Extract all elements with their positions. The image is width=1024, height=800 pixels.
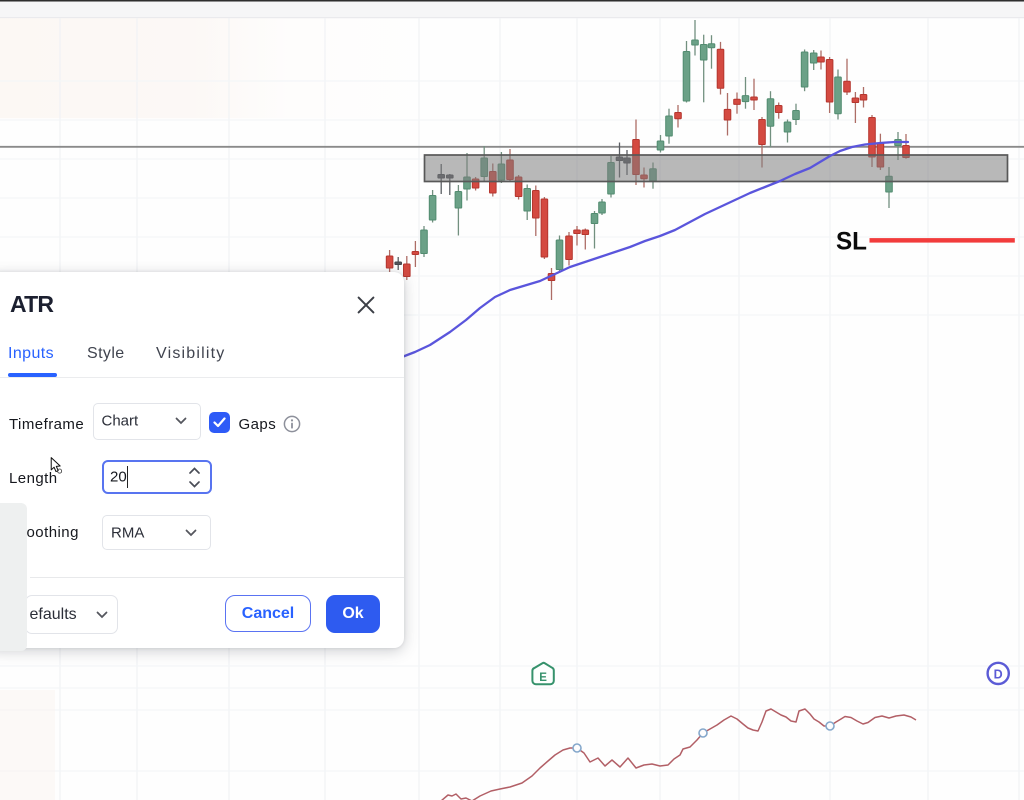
svg-text:E: E [539, 672, 547, 684]
svg-text:D: D [994, 667, 1003, 681]
svg-text:SL: SL [836, 228, 867, 256]
